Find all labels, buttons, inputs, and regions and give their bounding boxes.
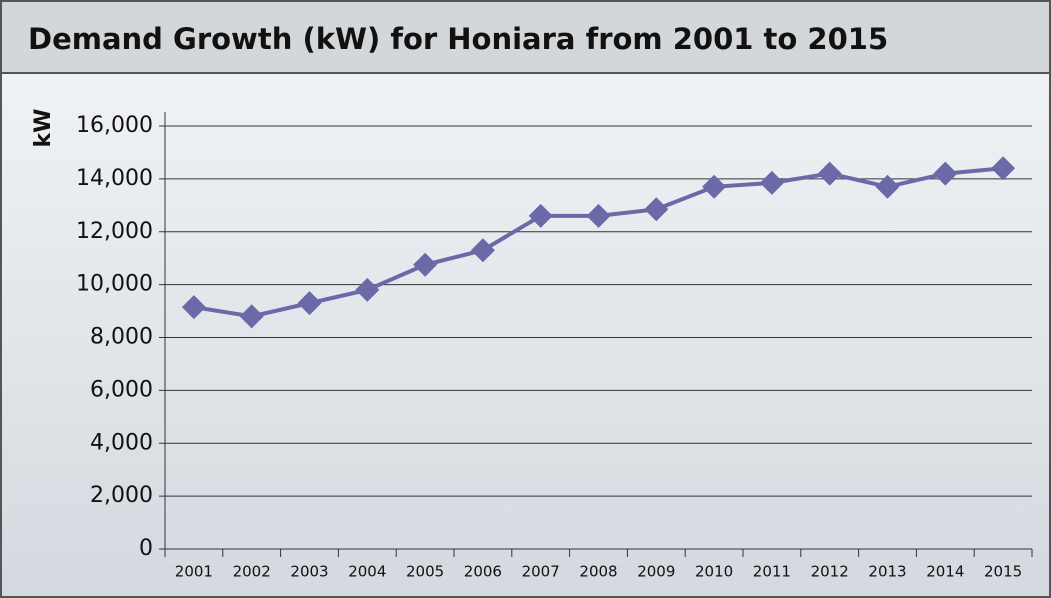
y-tick-label: 14,000 [76, 166, 153, 191]
marker [239, 304, 264, 329]
x-tick-label: 2012 [811, 563, 849, 581]
x-tick-label: 2014 [926, 563, 964, 581]
marker [355, 277, 380, 302]
x-tick-label: 2007 [522, 563, 560, 581]
y-tick-label: 2,000 [90, 483, 153, 508]
marker [702, 174, 727, 199]
marker [644, 197, 669, 222]
marker [413, 252, 438, 277]
marker [181, 295, 206, 320]
x-tick-label: 2005 [406, 563, 444, 581]
marker [586, 203, 611, 228]
marker [933, 161, 958, 186]
marker [817, 161, 842, 186]
marker [297, 291, 322, 316]
x-tick-label: 2013 [868, 563, 906, 581]
x-tick-label: 2002 [233, 563, 271, 581]
x-tick-label: 2003 [290, 563, 328, 581]
x-tick-label: 2009 [637, 563, 675, 581]
x-tick-label: 2015 [984, 563, 1022, 581]
title-band [0, 0, 1051, 74]
y-tick-label: 4,000 [90, 430, 153, 455]
y-tick-label: 0 [139, 536, 153, 561]
x-tick-label: 2004 [348, 563, 386, 581]
marker [528, 203, 553, 228]
y-tick-label: 16,000 [76, 113, 153, 138]
marker [991, 156, 1016, 181]
marker [470, 238, 495, 263]
marker [759, 170, 784, 195]
x-tick-label: 2001 [175, 563, 213, 581]
y-tick-label: 6,000 [90, 377, 153, 402]
x-tick-label: 2010 [695, 563, 733, 581]
y-tick-label: 10,000 [76, 272, 153, 297]
y-tick-label: 12,000 [76, 219, 153, 244]
x-tick-label: 2006 [464, 563, 502, 581]
y-axis-label: kW [31, 109, 56, 148]
marker [875, 174, 900, 199]
chart-title: Demand Growth (kW) for Honiara from 2001… [28, 22, 888, 56]
y-tick-label: 8,000 [90, 325, 153, 350]
x-tick-label: 2011 [753, 563, 791, 581]
x-tick-label: 2008 [579, 563, 617, 581]
